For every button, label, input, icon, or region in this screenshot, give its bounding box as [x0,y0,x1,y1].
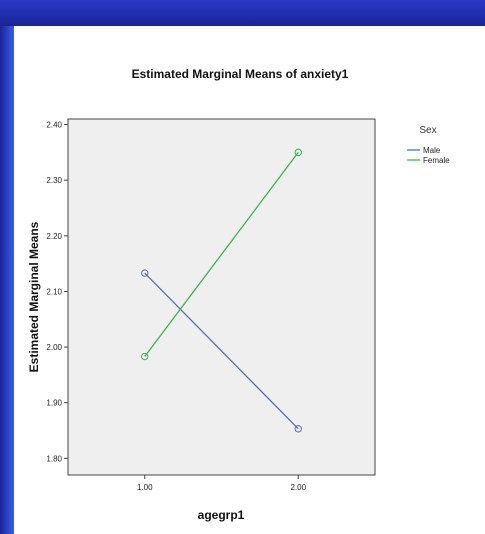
legend-title: Sex [419,125,436,136]
series-line-female [144,151,299,357]
y-axis: 1.80 1.90 2.00 2.10 2.20 2.30 2.40 [46,121,68,463]
series-line-male [144,272,299,430]
plot-area [67,118,376,476]
slide-top-bar [0,0,485,26]
legend-label-female: Female [423,156,450,165]
y-tick-label: 1.80 [46,454,62,463]
slide-left-bar [0,26,14,534]
data-point-male [141,269,149,277]
x-tick-label: 2.00 [290,483,306,492]
data-point-male [294,425,302,433]
legend-label-male: Male [423,146,441,155]
data-point-female [141,352,149,361]
chart-title: Estimated Marginal Means of anxiety1 [132,67,349,81]
y-tick-label: 2.30 [46,176,62,185]
series-layer [141,148,302,433]
y-tick-label: 1.90 [46,399,62,408]
x-axis: 1.00 2.00 [137,475,307,492]
data-point-female [294,148,302,157]
y-axis-label: Estimated Marginal Means [27,221,41,372]
y-tick-label: 2.20 [46,232,62,241]
x-tick-label: 1.00 [137,483,153,492]
y-tick-label: 2.10 [46,287,62,296]
y-tick-label: 2.40 [46,121,62,130]
x-axis-label: agegrp1 [198,508,245,522]
y-tick-label: 2.00 [46,343,62,352]
